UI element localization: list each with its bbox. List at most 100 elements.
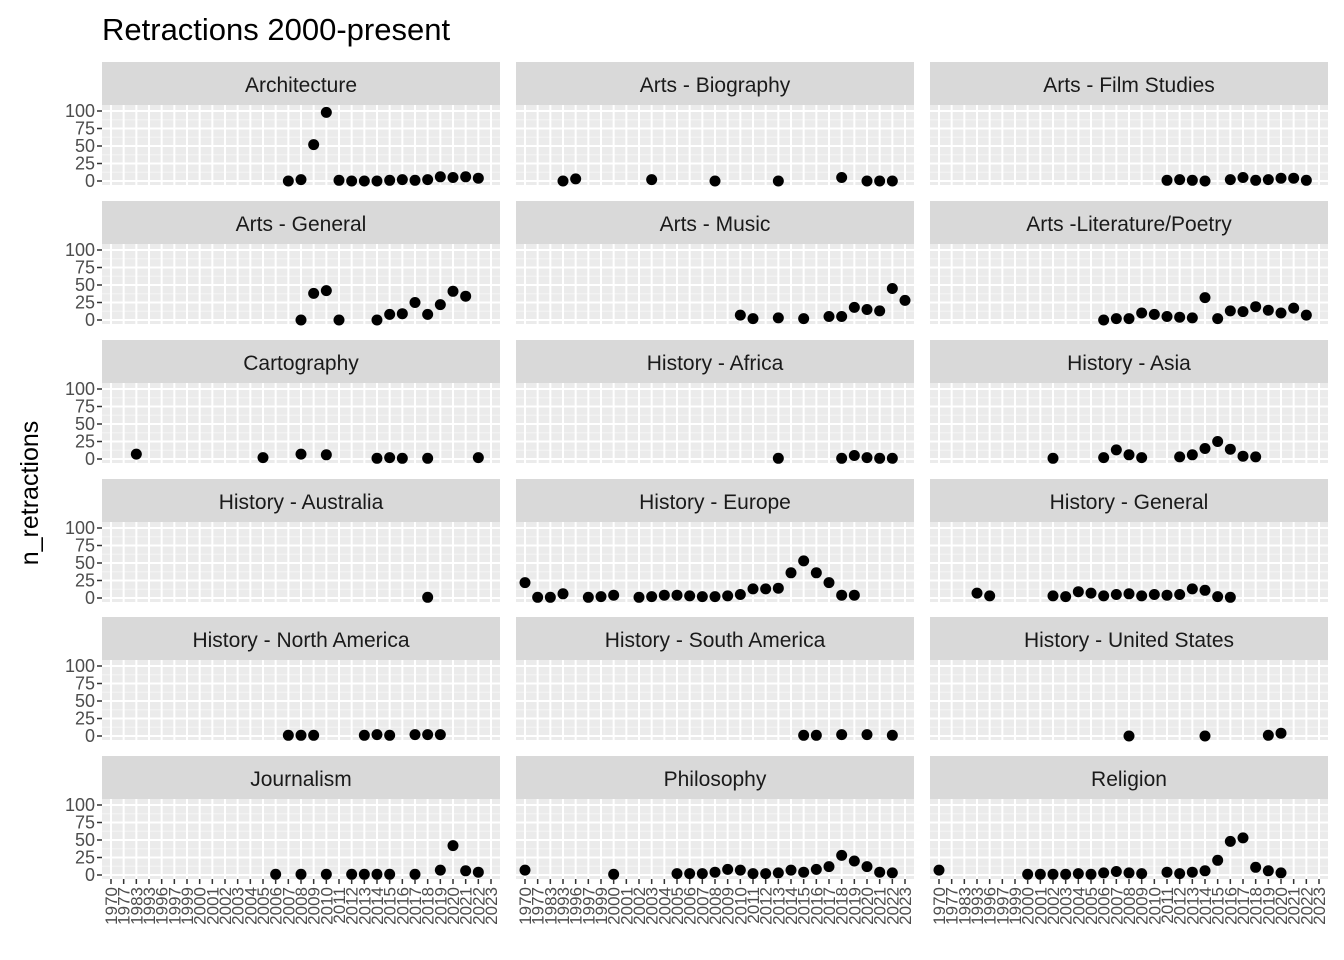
data-point bbox=[295, 314, 307, 326]
data-point bbox=[447, 172, 459, 183]
data-point bbox=[1275, 727, 1287, 739]
facet-panel: History - General bbox=[930, 479, 1328, 603]
data-point bbox=[519, 577, 531, 589]
data-point bbox=[1288, 172, 1300, 184]
y-tick-label: 50 bbox=[75, 414, 95, 434]
data-point bbox=[460, 290, 472, 302]
data-point bbox=[1174, 451, 1186, 463]
facet-panel: Arts - Music bbox=[516, 201, 914, 325]
data-point bbox=[899, 294, 911, 306]
data-point bbox=[696, 868, 708, 880]
y-tick-label: 50 bbox=[75, 691, 95, 711]
data-point bbox=[760, 583, 772, 595]
x-tick-label: 1977 bbox=[529, 887, 548, 925]
data-point bbox=[1060, 868, 1072, 880]
data-point bbox=[409, 868, 421, 880]
facet-title: Philosophy bbox=[664, 768, 767, 791]
x-tick-label: 2005 bbox=[1082, 887, 1101, 925]
data-point bbox=[747, 313, 759, 325]
x-tick-label: 2013 bbox=[769, 887, 788, 925]
facet-panel: Arts - Biography bbox=[516, 62, 914, 187]
x-tick-label: 2002 bbox=[1044, 887, 1063, 925]
data-point bbox=[722, 590, 734, 602]
x-tick-label: 2004 bbox=[241, 887, 260, 925]
data-point bbox=[1275, 172, 1287, 184]
data-point bbox=[709, 866, 721, 878]
data-point bbox=[1212, 313, 1224, 325]
x-tick-label: 2008 bbox=[1120, 887, 1139, 925]
data-point bbox=[358, 868, 370, 880]
facet-panel: History - South America bbox=[516, 617, 914, 741]
data-point bbox=[371, 175, 383, 187]
data-point bbox=[1085, 868, 1097, 880]
x-tick-label: 2022 bbox=[1297, 887, 1316, 925]
data-point bbox=[823, 311, 835, 322]
data-point bbox=[886, 175, 898, 187]
data-point bbox=[1123, 449, 1135, 461]
data-point bbox=[836, 311, 848, 322]
x-tick-label: 2016 bbox=[1221, 887, 1240, 925]
data-point bbox=[798, 313, 810, 325]
data-point bbox=[772, 175, 784, 187]
x-tick-label: 2009 bbox=[719, 887, 738, 925]
data-point bbox=[848, 450, 860, 461]
data-point bbox=[772, 452, 784, 464]
data-point bbox=[696, 591, 708, 603]
data-point bbox=[1072, 586, 1084, 598]
data-point bbox=[409, 174, 421, 186]
x-tick-label: 2020 bbox=[444, 887, 463, 925]
x-tick-label: 2014 bbox=[782, 887, 801, 925]
x-tick-label: 1996 bbox=[567, 887, 586, 925]
data-point bbox=[434, 729, 446, 741]
x-tick-label: 2021 bbox=[457, 887, 476, 925]
data-point bbox=[1275, 867, 1287, 879]
data-point bbox=[1047, 868, 1059, 880]
data-point bbox=[798, 729, 810, 741]
data-point bbox=[384, 308, 396, 320]
x-tick-label: 2010 bbox=[731, 887, 750, 925]
data-point bbox=[861, 729, 873, 741]
data-point bbox=[1212, 436, 1224, 447]
data-point bbox=[1148, 308, 1160, 320]
data-point bbox=[320, 285, 332, 297]
x-tick-label: 2001 bbox=[1031, 887, 1050, 925]
data-point bbox=[608, 589, 620, 601]
data-point bbox=[422, 591, 434, 603]
data-point bbox=[785, 567, 797, 579]
data-point bbox=[434, 299, 446, 311]
data-point bbox=[874, 866, 886, 878]
x-tick-label: 2007 bbox=[1107, 887, 1126, 925]
data-point bbox=[1072, 868, 1084, 880]
data-point bbox=[1110, 313, 1122, 325]
x-tick-label: 2000 bbox=[1019, 887, 1038, 925]
data-point bbox=[861, 175, 873, 187]
data-point bbox=[346, 868, 358, 880]
facet-title: Religion bbox=[1091, 768, 1167, 791]
data-point bbox=[874, 175, 886, 187]
data-point bbox=[447, 840, 459, 852]
data-point bbox=[320, 868, 332, 880]
x-tick-label: 2015 bbox=[381, 887, 400, 925]
x-tick-label: 2013 bbox=[1183, 887, 1202, 925]
y-tick-label: 50 bbox=[75, 553, 95, 573]
x-tick-label: 2017 bbox=[1234, 887, 1253, 925]
facet-strip bbox=[102, 62, 500, 105]
data-point bbox=[460, 865, 472, 877]
x-tick-label: 2007 bbox=[279, 887, 298, 925]
y-tick-label: 50 bbox=[75, 136, 95, 156]
data-point bbox=[371, 314, 383, 326]
facet-title: Arts - Biography bbox=[640, 74, 791, 97]
facet-strip bbox=[516, 617, 914, 660]
data-point bbox=[519, 864, 531, 876]
y-tick-label: 100 bbox=[65, 379, 95, 399]
x-tick-label: 2017 bbox=[406, 887, 425, 925]
data-point bbox=[836, 452, 848, 464]
data-point bbox=[1174, 174, 1186, 186]
x-tick-label: 2006 bbox=[681, 887, 700, 925]
data-point bbox=[1186, 312, 1198, 324]
x-tick-label: 2003 bbox=[1057, 887, 1076, 925]
data-point bbox=[671, 589, 683, 601]
